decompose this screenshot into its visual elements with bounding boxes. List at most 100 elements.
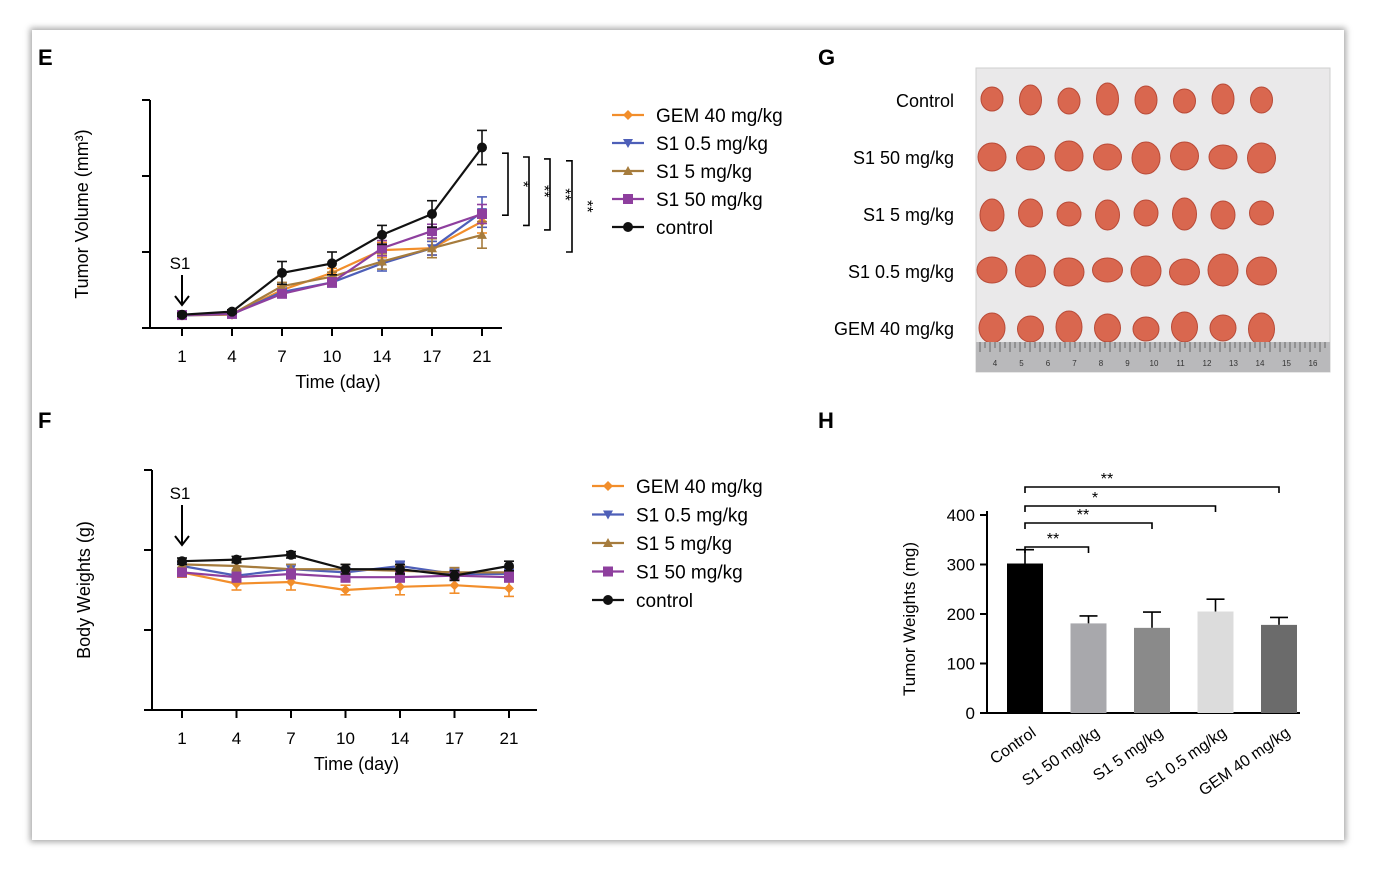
- tumor-sample: [1054, 140, 1084, 172]
- x-tick-label: 1: [177, 347, 186, 366]
- tumor-sample: [1131, 141, 1161, 175]
- tumor-sample: [1208, 144, 1238, 170]
- y-tick-label: 100: [947, 655, 975, 674]
- legend-label: control: [636, 591, 693, 612]
- tumor-sample: [979, 198, 1005, 232]
- tumor-sample: [1096, 82, 1119, 116]
- significance-label: **: [535, 185, 552, 197]
- data-point: [327, 277, 337, 288]
- legend-marker: [603, 595, 613, 605]
- data-point: [395, 564, 405, 575]
- x-axis-title: Time (day): [314, 754, 399, 774]
- data-point: [327, 258, 337, 269]
- x-tick-label: 14: [391, 729, 410, 748]
- tumor-photo: Control S1 50 mg/kg S1 5 mg/kg S1 0.5 mg/kg…: [834, 67, 1331, 373]
- data-point: [427, 209, 437, 219]
- data-point: [395, 581, 405, 592]
- tumor-sample: [1250, 86, 1273, 114]
- bar: [1007, 563, 1043, 713]
- data-point: [340, 564, 351, 575]
- significance-label: **: [556, 188, 573, 200]
- y-axis-title: Tumor Volume (mm³): [72, 129, 92, 298]
- significance-label: **: [578, 200, 595, 212]
- legend-marker: [603, 510, 613, 520]
- tumor-sample: [1209, 314, 1237, 342]
- legend-label: S1 0.5 mg/kg: [636, 506, 748, 527]
- legend-marker: [603, 538, 613, 547]
- significance-label: *: [514, 181, 531, 187]
- data-point: [477, 229, 487, 239]
- tumor-sample: [1130, 255, 1162, 287]
- s1-arrow-head: [174, 535, 190, 547]
- data-point: [340, 572, 351, 583]
- data-point: [449, 580, 460, 591]
- legend-marker: [603, 481, 613, 491]
- tumor-sample: [1248, 312, 1275, 346]
- ruler-number: 9: [1125, 359, 1130, 368]
- bar: [1261, 624, 1297, 713]
- data-point: [277, 267, 287, 278]
- row-label: Control: [896, 91, 954, 111]
- data-point: [427, 243, 437, 253]
- y-tick-label: 300: [947, 556, 975, 575]
- x-tick-label: 1: [177, 729, 186, 748]
- x-tick-label: Control: [987, 724, 1039, 768]
- x-axis-title: Time (day): [295, 372, 380, 392]
- y-tick-label: 400: [947, 506, 975, 525]
- legend-marker: [623, 110, 633, 120]
- data-point: [377, 243, 387, 254]
- tumor-sample: [1173, 88, 1196, 114]
- tumor-sample: [1015, 254, 1046, 288]
- data-point: [377, 256, 387, 266]
- x-tick-label: 21: [500, 729, 519, 748]
- ruler-number: 16: [1309, 359, 1318, 368]
- comparison-label: **: [1077, 507, 1089, 524]
- tumor-sample: [1094, 313, 1121, 343]
- tumor-sample: [1095, 199, 1120, 231]
- data-point: [177, 556, 187, 567]
- row-label: S1 5 mg/kg: [863, 205, 954, 225]
- panel-label-e: E: [38, 45, 53, 70]
- ruler-number: 15: [1282, 359, 1291, 368]
- significance-bracket: [523, 156, 530, 227]
- data-point: [477, 209, 487, 219]
- x-tick-label: 7: [286, 729, 295, 748]
- legend-marker: [623, 194, 633, 204]
- legend-marker: [623, 166, 633, 175]
- bar: [1197, 611, 1234, 713]
- tumor-sample: [1211, 83, 1235, 115]
- ruler-number: 12: [1203, 359, 1212, 368]
- panel-label-h: H: [818, 408, 834, 433]
- comparison-bracket: [1024, 546, 1090, 553]
- tumor-sample: [1019, 84, 1042, 116]
- ruler-number: 7: [1072, 359, 1077, 368]
- panel-label-f: F: [38, 408, 51, 433]
- data-point: [277, 281, 287, 291]
- tumor-sample: [1053, 257, 1085, 287]
- tumor-sample: [1016, 145, 1045, 171]
- tumor-sample: [1171, 311, 1198, 343]
- x-tick-label: 21: [473, 347, 492, 366]
- y-tick-label: 200: [947, 605, 975, 624]
- data-point: [340, 585, 351, 595]
- ruler-number: 13: [1229, 359, 1238, 368]
- comparison-label: **: [1047, 531, 1059, 548]
- data-point: [177, 567, 187, 578]
- data-point: [231, 561, 242, 570]
- legend-label: S1 50 mg/kg: [636, 563, 743, 584]
- bar: [1134, 627, 1170, 713]
- significance-bracket: [566, 160, 573, 253]
- tumor-sample: [1207, 253, 1239, 287]
- data-point: [427, 226, 437, 237]
- y-axis-title: Body Weights (g): [74, 521, 94, 659]
- row-label: S1 0.5 mg/kg: [848, 262, 954, 282]
- tumor-sample: [977, 142, 1007, 172]
- legend-label: S1 0.5 mg/kg: [656, 134, 768, 155]
- data-point: [286, 549, 296, 560]
- data-point: [231, 554, 242, 565]
- tumor-sample: [1246, 256, 1277, 286]
- s1-annotation: S1: [170, 484, 191, 503]
- ruler-number: 11: [1176, 359, 1185, 368]
- significance-bracket: [502, 152, 509, 216]
